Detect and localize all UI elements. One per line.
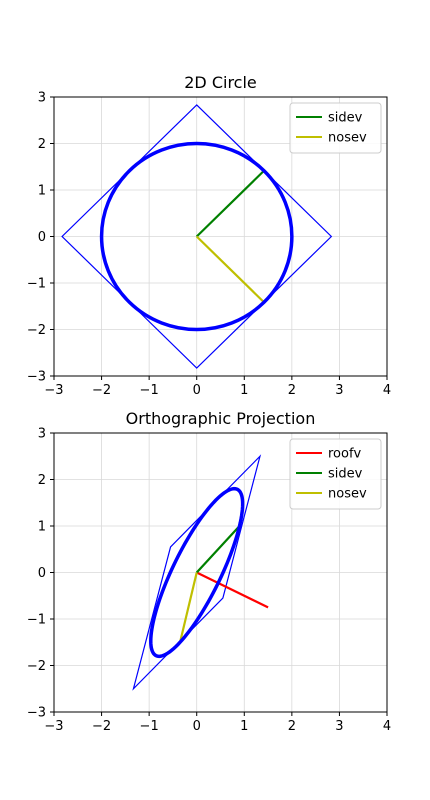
y-tick-label: 3 bbox=[38, 427, 46, 442]
x-tick-label: 1 bbox=[240, 383, 248, 398]
y-tick-label: −2 bbox=[27, 323, 46, 338]
x-tick-label: −3 bbox=[44, 719, 63, 734]
y-tick-label: −1 bbox=[27, 277, 46, 292]
chart-title: Orthographic Projection bbox=[126, 409, 316, 428]
series-line-nosev bbox=[178, 572, 198, 643]
x-tick-label: −2 bbox=[92, 383, 111, 398]
x-tick-label: 3 bbox=[335, 383, 343, 398]
x-tick-label: −1 bbox=[140, 719, 159, 734]
x-tick-label: 1 bbox=[240, 719, 248, 734]
ellipse-outline bbox=[149, 486, 245, 659]
legend-label-sidev: sidev bbox=[328, 467, 363, 482]
legend: roofv sidev nosev bbox=[289, 438, 382, 510]
legend-label-nosev: nosev bbox=[328, 131, 367, 146]
y-tick-label: 1 bbox=[38, 520, 46, 535]
legend-box bbox=[289, 438, 382, 510]
y-tick-label: −1 bbox=[27, 613, 46, 628]
y-tick-label: −3 bbox=[27, 706, 46, 721]
x-tick-label: 0 bbox=[193, 719, 201, 734]
legend-label-sidev: sidev bbox=[328, 111, 363, 126]
circle-outline bbox=[99, 141, 294, 332]
bounding-square bbox=[61, 104, 333, 369]
series-line-nosev bbox=[195, 235, 265, 304]
y-tick-label: 2 bbox=[38, 137, 46, 152]
series-line-roofv bbox=[196, 571, 269, 609]
x-tick-label: 0 bbox=[193, 383, 201, 398]
x-tick-label: 4 bbox=[383, 383, 391, 398]
y-tick-label: 0 bbox=[38, 566, 46, 581]
series-line-sidev bbox=[195, 525, 241, 574]
x-tick-label: 2 bbox=[288, 383, 296, 398]
series-line-sidev bbox=[195, 169, 265, 238]
x-tick-label: −2 bbox=[92, 719, 111, 734]
y-tick-label: −3 bbox=[27, 370, 46, 385]
x-tick-label: −1 bbox=[140, 383, 159, 398]
x-tick-label: 2 bbox=[288, 719, 296, 734]
chart-1: −3 −2 −1 0 1 2 3 4 −3 −2 −1 0 1 2 3 2D Circle sidev nosev bbox=[27, 73, 391, 398]
legend: sidev nosev bbox=[289, 102, 382, 154]
x-tick-label: 4 bbox=[383, 719, 391, 734]
y-tick-label: 0 bbox=[38, 230, 46, 245]
legend-label-nosev: nosev bbox=[328, 487, 367, 502]
y-tick-label: 2 bbox=[38, 473, 46, 488]
y-tick-label: 3 bbox=[38, 91, 46, 106]
y-tick-label: −2 bbox=[27, 659, 46, 674]
y-tick-label: 1 bbox=[38, 184, 46, 199]
x-tick-label: −3 bbox=[44, 383, 63, 398]
chart-title: 2D Circle bbox=[184, 73, 257, 92]
x-tick-label: 3 bbox=[335, 719, 343, 734]
legend-label-roofv: roofv bbox=[328, 447, 362, 462]
legend-box bbox=[289, 102, 382, 154]
chart-2: −3 −2 −1 0 1 2 3 4 −3 −2 −1 0 1 2 3 Orthographic Projec… bbox=[27, 409, 391, 734]
